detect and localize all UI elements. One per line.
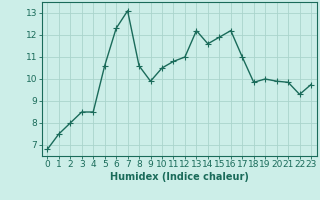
X-axis label: Humidex (Indice chaleur): Humidex (Indice chaleur) <box>110 172 249 182</box>
